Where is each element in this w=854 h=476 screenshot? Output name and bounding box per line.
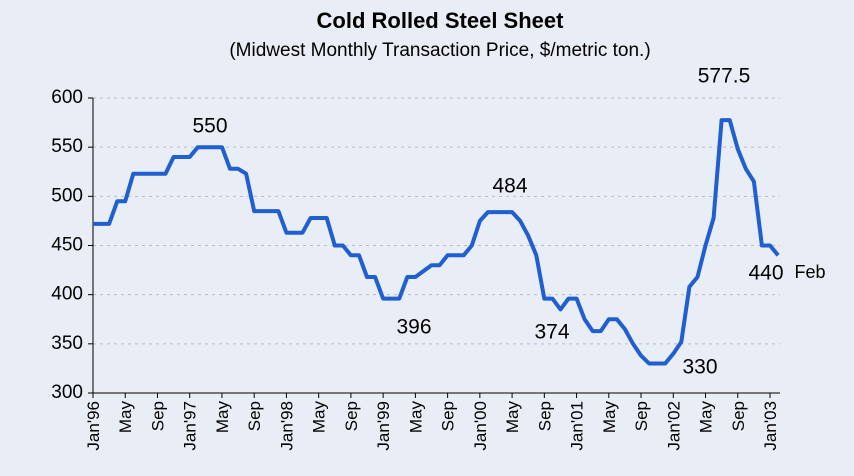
x-tick-label: Jan'99 [374,401,393,451]
x-tick-label: Sep [439,401,458,431]
x-tick-label: Sep [729,401,748,431]
chart-subtitle: (Midwest Monthly Transaction Price, $/me… [229,40,650,61]
annotation: 550 [192,115,227,138]
x-tick-label: Jan'98 [277,401,296,451]
x-tick-label: Jan'96 [84,401,103,451]
x-tick-label: Sep [148,401,167,431]
y-tick-label: 500 [51,185,83,206]
annotation: 577.5 [698,65,751,88]
x-tick-label: Jan'97 [181,401,200,451]
x-tick-label: May [406,401,425,434]
x-tick-label: Jan'01 [568,401,587,451]
y-tick-label: 350 [51,333,83,354]
annotation: 330 [682,356,717,379]
x-tick-label: Sep [245,401,264,431]
x-tick-label: May [600,401,619,434]
annotation: Feb [794,262,825,282]
y-tick-label: 600 [51,87,83,108]
x-tick-label: May [310,401,329,434]
x-tick-label: Sep [342,401,361,431]
x-tick-label: Sep [535,401,554,431]
y-tick-label: 300 [51,382,83,403]
y-tick-label: 400 [51,284,83,305]
x-tick-label: Jan'00 [471,401,490,451]
price-line [93,118,780,366]
x-tick-label: May [503,401,522,434]
annotation: 396 [396,316,431,339]
y-tick-label: 450 [51,235,83,256]
y-tick-label: 550 [51,136,83,157]
chart-title: Cold Rolled Steel Sheet [317,8,565,33]
x-tick-label: May [116,401,135,434]
x-tick-label: May [213,401,232,434]
x-tick-label: Sep [632,401,651,431]
x-tick-label: Jan'02 [664,401,683,451]
annotation: 440 [748,262,783,285]
x-tick-label: May [697,401,716,434]
x-tick-label: Jan'03 [761,401,780,451]
annotation: 374 [534,321,569,344]
annotation: 484 [492,175,527,198]
